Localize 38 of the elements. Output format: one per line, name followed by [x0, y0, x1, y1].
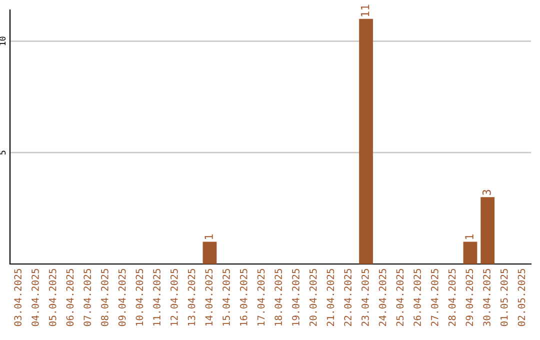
x-tick-label: 24.04.2025: [378, 268, 386, 326]
x-tick-label: 12.04.2025: [170, 268, 178, 326]
x-tick-label: 13.04.2025: [188, 268, 196, 326]
x-tick-label: 28.04.2025: [448, 268, 456, 326]
bar: [202, 242, 217, 264]
x-tick-label: 19.04.2025: [292, 268, 300, 326]
x-tick-label: 16.04.2025: [240, 268, 248, 326]
x-tick-label: 22.04.2025: [344, 268, 352, 326]
x-tick-label: 21.04.2025: [326, 268, 334, 326]
data-label: 1: [465, 234, 474, 239]
x-tick-label: 23.04.2025: [362, 268, 369, 326]
data-label: 3: [482, 190, 491, 196]
x-tick-label: 20.04.2025: [309, 268, 317, 326]
x-tick-label: 17.04.2025: [257, 268, 265, 326]
x-tick-label: 25.04.2025: [396, 268, 404, 326]
x-tick-label: 11.04.2025: [153, 268, 160, 326]
x-tick-label: 03.04.2025: [14, 268, 22, 326]
x-tick-label: 18.04.2025: [274, 268, 282, 326]
x-tick-label: 26.04.2025: [414, 268, 421, 326]
x-tick-label: 09.04.2025: [118, 268, 126, 326]
bar: [480, 197, 495, 264]
x-tick-label: 08.04.2025: [101, 268, 108, 326]
x-tick-label: 01.05.2025: [500, 268, 508, 326]
x-tick-label: 27.04.2025: [430, 268, 438, 326]
x-tick-label: 29.04.2025: [466, 268, 474, 326]
x-tick-label: 07.04.2025: [84, 268, 91, 326]
data-label: 11: [361, 4, 370, 16]
x-tick-label: 14.04.2025: [205, 268, 213, 326]
x-tick-label: 10.04.2025: [136, 268, 144, 326]
data-label: 1: [204, 234, 213, 239]
x-tick-label: 02.05.2025: [518, 268, 526, 326]
x-tick-label: 05.04.2025: [48, 268, 56, 326]
x-tick-label: 15.04.2025: [222, 268, 230, 326]
bar: [359, 18, 373, 264]
bar: [463, 242, 478, 264]
x-tick-label: 04.04.2025: [32, 268, 39, 326]
x-tick-label: 06.04.2025: [66, 268, 74, 326]
x-tick-label: 30.04.2025: [483, 268, 490, 326]
